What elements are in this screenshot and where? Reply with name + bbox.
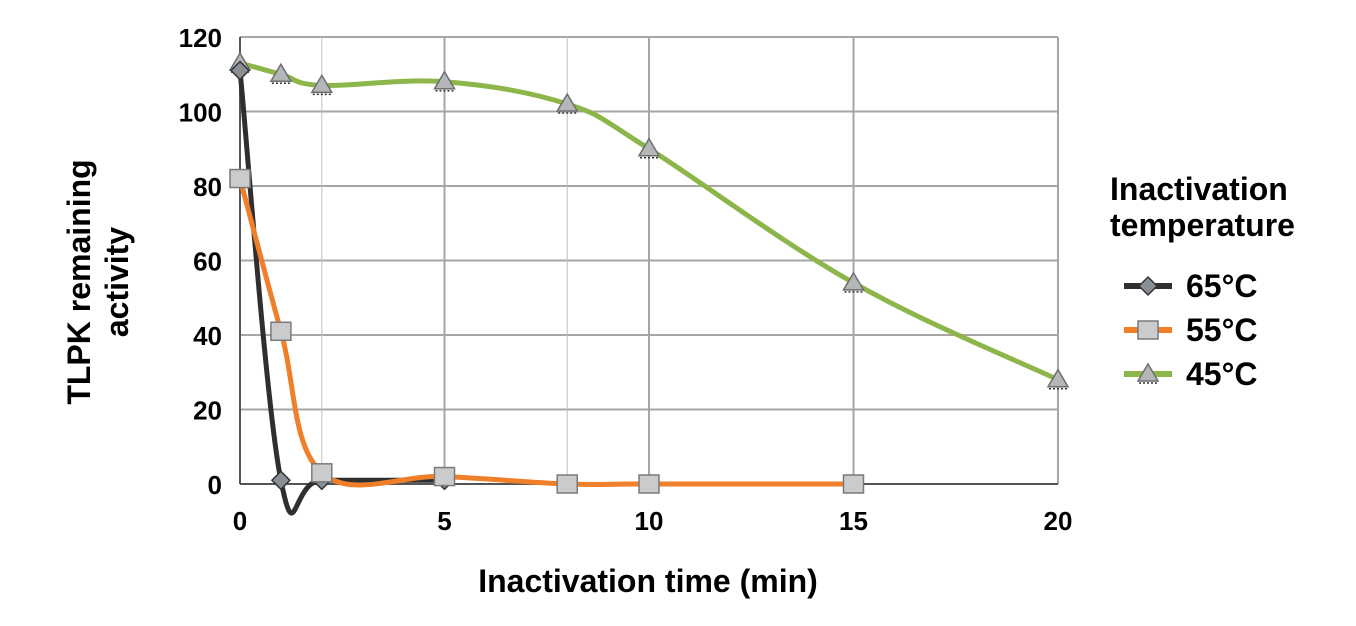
data-point-2-4 — [555, 92, 579, 114]
legend-label: 45°C — [1186, 356, 1258, 392]
data-point-2-2 — [310, 73, 334, 96]
y-axis-title-line-2: activity — [99, 227, 135, 337]
data-point-1-5 — [638, 474, 660, 494]
legend-title-line-1: Inactivation — [1110, 171, 1288, 207]
x-tick-label: 0 — [233, 506, 247, 536]
x-tick-label: 5 — [437, 506, 451, 536]
y-tick-label: 40 — [193, 321, 222, 351]
legend-swatch-marker — [1137, 320, 1159, 340]
data-point-2-7 — [1046, 368, 1070, 390]
x-tick-labels: 0 5 10 15 20 — [233, 506, 1073, 536]
data-point-0-0 — [229, 60, 251, 81]
legend: Inactivation temperature 65°C 55°C 45°C — [1110, 171, 1295, 392]
y-tick-label: 120 — [179, 23, 222, 53]
data-point-0-1 — [270, 470, 291, 491]
x-axis-title: Inactivation time (min) — [478, 563, 818, 599]
legend-items: 65°C 55°C 45°C — [1124, 268, 1258, 392]
y-tick-label: 60 — [193, 247, 222, 277]
y-tick-label: 100 — [179, 98, 222, 128]
data-point-1-2 — [311, 463, 333, 483]
legend-title-line-2: temperature — [1110, 207, 1295, 243]
y-tick-labels: 0 20 40 60 80 100 120 — [179, 23, 222, 500]
y-tick-label: 0 — [208, 470, 222, 500]
y-tick-label: 20 — [193, 396, 222, 426]
y-axis-title: TLPK remaining activity — [61, 159, 135, 404]
legend-label: 55°C — [1186, 312, 1258, 348]
data-point-1-6 — [842, 474, 865, 494]
legend-item-0: 65°C — [1124, 268, 1258, 304]
x-tick-label: 15 — [839, 506, 868, 536]
data-point-2-3 — [433, 70, 456, 92]
data-point-1-3 — [433, 466, 456, 487]
y-axis-title-line-1: TLPK remaining — [61, 159, 97, 404]
series-line-0 — [237, 68, 447, 516]
x-tick-label: 10 — [635, 506, 664, 536]
series-group — [228, 51, 1070, 516]
y-tick-label: 80 — [193, 172, 222, 202]
data-point-1-0 — [229, 168, 251, 189]
legend-item-1: 55°C — [1124, 312, 1258, 348]
data-point-2-1 — [269, 62, 293, 84]
x-tick-label: 20 — [1044, 506, 1073, 536]
data-point-1-1 — [270, 321, 292, 342]
data-point-2-6 — [842, 271, 865, 293]
legend-swatch-marker — [1137, 275, 1159, 297]
legend-swatch-marker — [1136, 362, 1160, 384]
data-point-2-5 — [637, 137, 661, 159]
data-point-1-4 — [556, 474, 578, 494]
grid — [239, 36, 1059, 485]
legend-label: 65°C — [1186, 268, 1258, 304]
legend-item-2: 45°C — [1124, 356, 1258, 392]
